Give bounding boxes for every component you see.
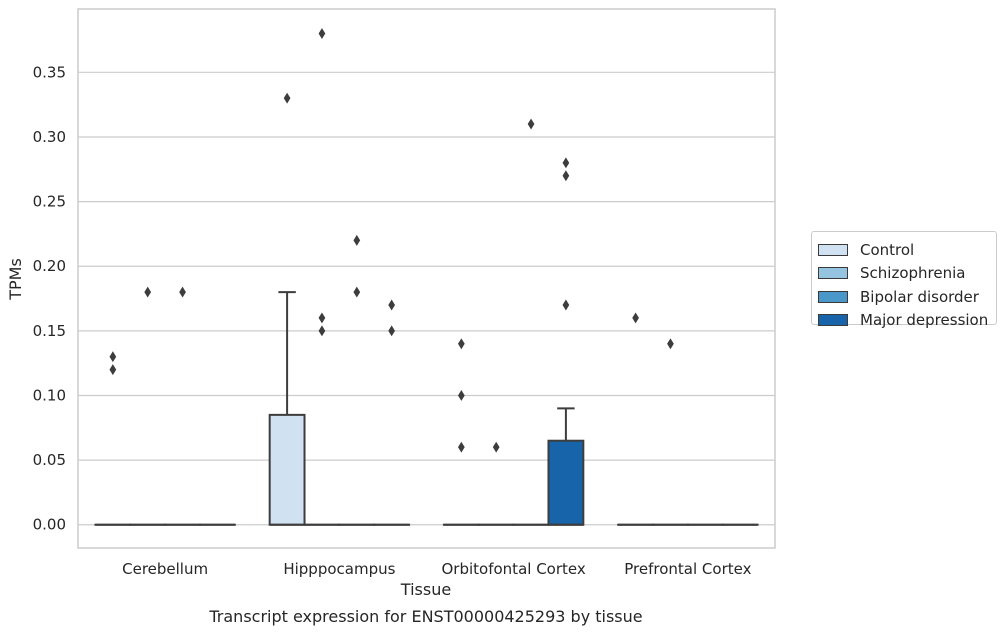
outlier-point bbox=[632, 312, 639, 324]
y-tick-label: 0.10 bbox=[33, 386, 66, 404]
outlier-point bbox=[457, 390, 465, 401]
outlier-point bbox=[667, 338, 674, 350]
outlier-point bbox=[318, 312, 326, 324]
outlier-point bbox=[388, 299, 396, 311]
box-control bbox=[268, 291, 306, 526]
y-tick-label: 0.20 bbox=[33, 257, 66, 275]
outlier-point bbox=[318, 325, 326, 337]
legend-swatch bbox=[818, 243, 848, 256]
outlier-point bbox=[527, 118, 535, 130]
y-tick-label: 0.25 bbox=[33, 193, 66, 211]
x-axis-label: Tissue bbox=[400, 580, 451, 599]
x-tick-labels: Cerebellum Hipppocampus Orbitofontal Corte… bbox=[122, 560, 751, 578]
legend-label: Schizophrenia bbox=[860, 264, 966, 283]
box-major-depression bbox=[547, 407, 585, 526]
legend-swatch bbox=[818, 290, 848, 303]
y-tick-label: 0.05 bbox=[33, 451, 66, 469]
outlier-point bbox=[109, 364, 117, 376]
x-tick-label: Prefrontal Cortex bbox=[624, 560, 751, 578]
legend-label: Control bbox=[860, 240, 915, 259]
outlier-point bbox=[562, 299, 570, 311]
boxes bbox=[94, 291, 759, 526]
box-body bbox=[547, 439, 585, 526]
y-tick-labels: 0.00 0.05 0.10 0.15 0.20 0.25 0.30 0.35 bbox=[33, 63, 66, 533]
x-tick-label: Cerebellum bbox=[122, 560, 208, 578]
outlier-point bbox=[562, 157, 570, 169]
outlier-point bbox=[353, 286, 361, 298]
outlier-point bbox=[457, 441, 465, 453]
plot-frame bbox=[77, 8, 776, 549]
y-gridlines bbox=[78, 71, 775, 526]
outlier-point bbox=[562, 170, 570, 182]
x-tick-label: Orbitofontal Cortex bbox=[442, 560, 586, 578]
legend-item: Schizophrenia bbox=[818, 262, 996, 286]
legend-swatch bbox=[818, 314, 848, 327]
chart-title: Transcript expression for ENST0000042529… bbox=[208, 607, 642, 626]
legend-swatch bbox=[818, 267, 848, 280]
legend-item: Bipolar disorder bbox=[818, 285, 996, 309]
outlier-point bbox=[179, 286, 186, 298]
legend-item: Control bbox=[818, 238, 996, 262]
outlier-point bbox=[388, 325, 396, 337]
box-body bbox=[268, 413, 306, 526]
outlier-point bbox=[283, 92, 291, 104]
outlier-point bbox=[457, 338, 465, 350]
outlier-point bbox=[353, 234, 361, 246]
y-axis-label: TPMs bbox=[6, 258, 25, 301]
legend-item: Major depression bbox=[818, 309, 996, 333]
outlier-point bbox=[109, 351, 117, 363]
outlier-point bbox=[318, 28, 326, 40]
outlier-point bbox=[492, 441, 500, 453]
legend: Control Schizophrenia Bipolar disorder Majo… bbox=[811, 231, 997, 329]
y-tick-label: 0.30 bbox=[33, 128, 66, 146]
legend-label: Major depression bbox=[860, 311, 989, 330]
y-tick-label: 0.00 bbox=[33, 516, 66, 534]
outlier-points bbox=[109, 28, 674, 453]
y-tick-label: 0.15 bbox=[33, 322, 66, 340]
x-tick-label: Hipppocampus bbox=[283, 560, 395, 578]
legend-label: Bipolar disorder bbox=[860, 287, 979, 306]
outlier-point bbox=[144, 286, 152, 298]
y-tick-label: 0.35 bbox=[33, 63, 66, 81]
